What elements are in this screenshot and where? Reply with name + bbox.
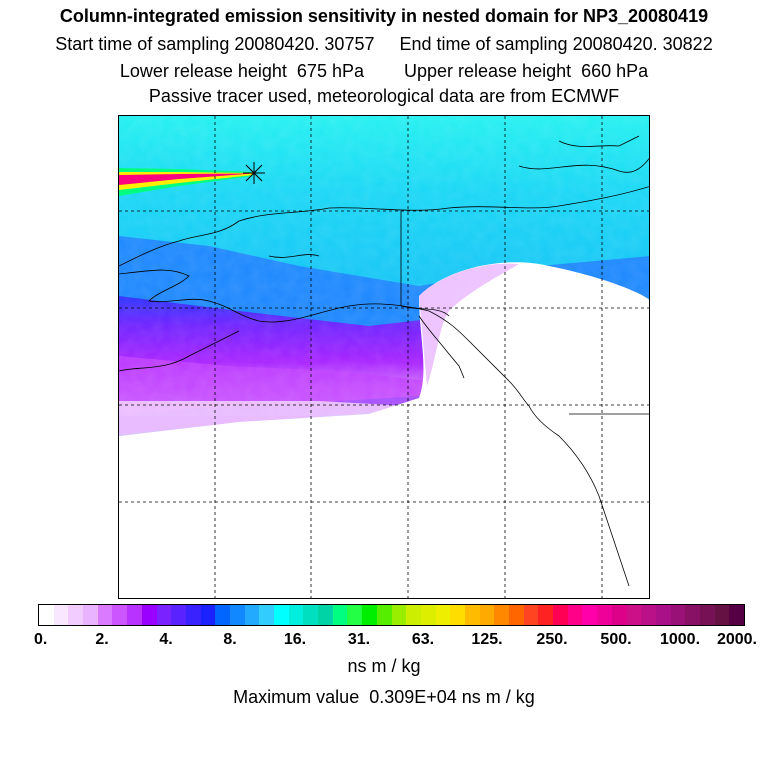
colorbar-cell xyxy=(641,605,656,625)
release-point-asterisk xyxy=(243,162,265,184)
colorbar-tick: 2000. xyxy=(716,631,758,648)
colorbar-cell xyxy=(83,605,98,625)
colorbar-cell xyxy=(303,605,319,625)
colorbar-tick: 16. xyxy=(283,631,307,648)
colorbar-tick: 1000. xyxy=(659,631,701,648)
colorbar-cell xyxy=(259,605,274,625)
colorbar-cell xyxy=(127,605,142,625)
colorbar-tick: 125. xyxy=(471,631,503,648)
colorbar-cell xyxy=(450,605,465,625)
colorbar-cell xyxy=(215,605,230,625)
colorbar-cell xyxy=(464,605,480,625)
colorbar-tick: 8. xyxy=(223,631,237,648)
colorbar-cell xyxy=(347,605,363,625)
colorbar-unit-label: ns m / kg xyxy=(347,656,421,676)
colorbar-cell xyxy=(729,605,744,625)
colorbar-cell xyxy=(582,605,598,625)
release-height-line: Lower release height 675 hPa Upper relea… xyxy=(119,61,649,81)
colorbar-cell xyxy=(391,605,407,625)
sampling-time-line: Start time of sampling 20080420. 30757 E… xyxy=(55,34,713,54)
colorbar-cell xyxy=(156,605,172,625)
colorbar-cell xyxy=(509,605,524,625)
maximum-value-label: Maximum value 0.309E+04 ns m / kg xyxy=(233,687,535,707)
colorbar-tick: 500. xyxy=(600,631,632,648)
colorbar-cell xyxy=(39,605,54,625)
colorbar-tick: 250. xyxy=(536,631,568,648)
colorbar-cell xyxy=(68,605,84,625)
colorbar-cell xyxy=(699,605,715,625)
colorbar-cell xyxy=(567,605,583,625)
colorbar-cell xyxy=(670,605,686,625)
colorbar-cell xyxy=(714,605,730,625)
plume-core xyxy=(119,173,253,185)
colorbar-cell xyxy=(332,605,348,625)
colorbar-tick: 31. xyxy=(347,631,371,648)
colorbar-cell xyxy=(538,605,554,625)
colorbar-cell xyxy=(97,605,113,625)
colorbar-cell xyxy=(244,605,260,625)
colorbar xyxy=(38,604,745,626)
colorbar-cell xyxy=(112,605,128,625)
colorbar-cell xyxy=(53,605,69,625)
colorbar-cell xyxy=(611,605,627,625)
coastlines xyxy=(119,135,649,587)
colorbar-tick: 0. xyxy=(33,631,48,648)
colorbar-cell xyxy=(376,605,392,625)
colorbar-cell xyxy=(185,605,201,625)
boundaries xyxy=(400,211,649,415)
colorbar-cell xyxy=(362,605,377,625)
colorbar-cell xyxy=(626,605,642,625)
colorbar-cell xyxy=(406,605,421,625)
colorbar-cell xyxy=(171,605,186,625)
sensitivity-map xyxy=(118,115,650,599)
colorbar-cell xyxy=(435,605,451,625)
colorbar-tick: 2. xyxy=(95,631,109,648)
colorbar-cell xyxy=(597,605,612,625)
colorbar-cell xyxy=(494,605,509,625)
map-canvas xyxy=(119,116,649,598)
colorbar-cell xyxy=(685,605,700,625)
colorbar-cell xyxy=(274,605,289,625)
colorbar-cell xyxy=(229,605,245,625)
colorbar-cell xyxy=(523,605,539,625)
colorbar-cell xyxy=(655,605,671,625)
colorbar-cell xyxy=(553,605,568,625)
graticule xyxy=(119,116,649,598)
colorbar-cell xyxy=(141,605,157,625)
colorbar-cell xyxy=(288,605,304,625)
colorbar-cell xyxy=(318,605,333,625)
plot-title: Column-integrated emission sensitivity i… xyxy=(59,6,709,26)
colorbar-tick: 63. xyxy=(411,631,435,648)
colorbar-cell xyxy=(200,605,216,625)
colorbar-cell xyxy=(420,605,436,625)
colorbar-tick: 4. xyxy=(159,631,173,648)
colorbar-cell xyxy=(479,605,495,625)
tracer-info-line: Passive tracer used, meteorological data… xyxy=(148,86,620,106)
